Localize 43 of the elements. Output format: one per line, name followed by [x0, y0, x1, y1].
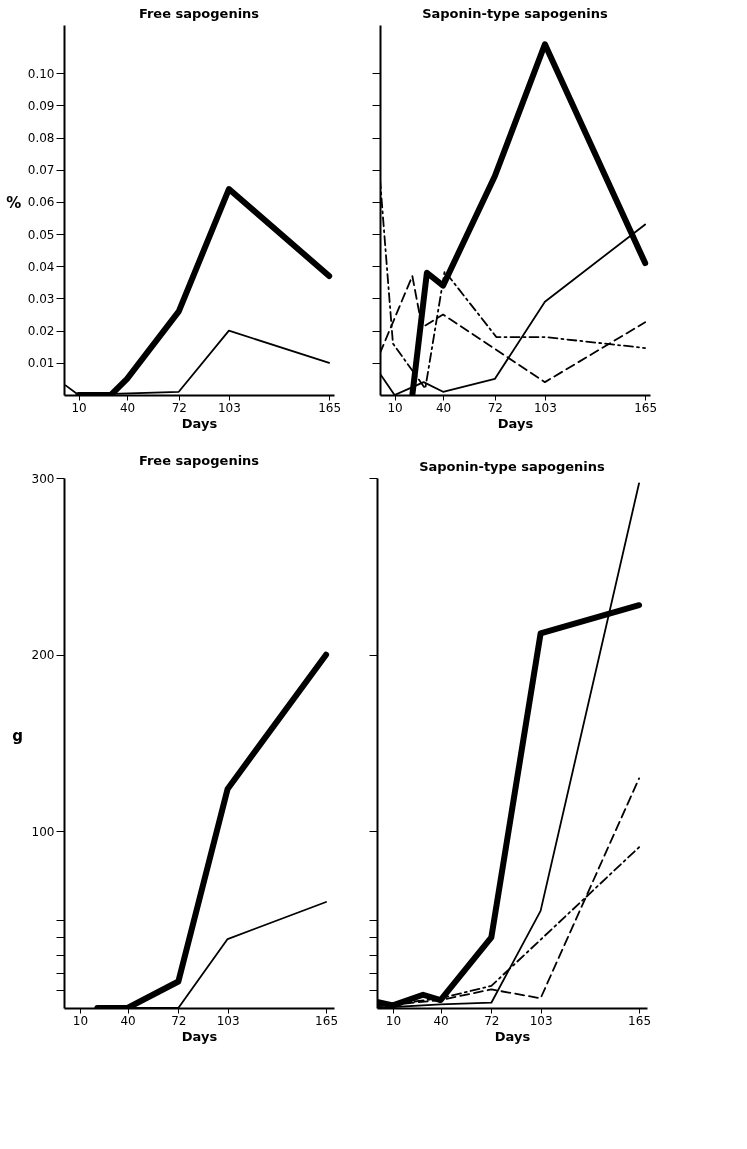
y-tick-label: 300: [31, 471, 55, 486]
y-axis-title: %: [6, 193, 22, 212]
y-axis-title: g: [12, 726, 23, 745]
chart-title: Free sapogenins: [138, 453, 260, 468]
x-tick-label: 165: [634, 400, 658, 415]
y-tick-label: 0.03: [27, 291, 55, 306]
y-tick-label: 0.08: [27, 131, 55, 146]
x-tick-label: 40: [433, 1013, 449, 1028]
x-tick-label: 103: [216, 1013, 240, 1028]
x-tick-label: 10: [385, 1013, 402, 1028]
y-tick-label: 0.07: [27, 163, 55, 178]
chart-title: Saponin-type sapogenins: [419, 458, 606, 474]
x-tick-label: 103: [217, 400, 241, 415]
x-tick-label: 40: [120, 1013, 136, 1028]
x-axis-title: Days: [497, 415, 534, 431]
x-tick-label: 10: [72, 1013, 89, 1028]
x-axis-title: Days: [181, 415, 218, 431]
y-tick-label: 200: [31, 648, 55, 663]
x-tick-label: 165: [318, 400, 342, 415]
x-tick-label: 40: [435, 400, 452, 415]
y-tick-label: 0.09: [27, 98, 55, 113]
x-tick-label: 10: [71, 400, 87, 415]
x-tick-label: 103: [529, 1013, 553, 1028]
chart-title: Free sapogenins: [138, 6, 260, 21]
x-tick-label: 165: [315, 1013, 339, 1028]
x-axis-title: Days: [494, 1028, 531, 1044]
y-tick-label: 0.02: [27, 324, 55, 339]
x-tick-label: 72: [171, 1013, 187, 1028]
y-tick-label: 0.10: [27, 66, 55, 81]
y-tick-label: 0.06: [27, 195, 55, 210]
x-tick-label: 103: [533, 400, 557, 415]
chart-title: Saponin-type sapogenins: [422, 6, 609, 21]
y-tick-label: 0.05: [27, 227, 55, 242]
x-tick-label: 72: [171, 400, 187, 415]
y-tick-label: 0.01: [27, 356, 55, 371]
x-tick-label: 40: [119, 400, 136, 415]
x-tick-label: 10: [387, 400, 403, 415]
y-tick-label: 100: [31, 824, 55, 839]
y-tick-label: 0.04: [27, 259, 55, 274]
x-tick-label: 165: [628, 1013, 652, 1028]
x-tick-label: 72: [484, 1013, 500, 1028]
x-tick-label: 72: [487, 400, 503, 415]
x-axis-title: Days: [181, 1028, 218, 1044]
